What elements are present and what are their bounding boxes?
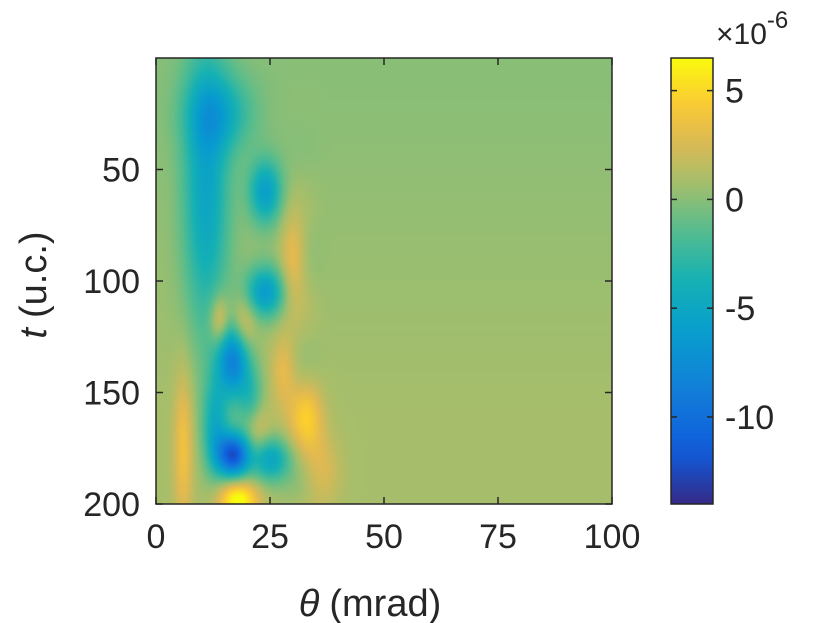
x-axis-ticks: 0 25 50 75 100 <box>147 58 641 556</box>
x-tick-label: 100 <box>584 518 641 556</box>
y-axis-ticks: 50 100 150 200 <box>83 152 612 524</box>
colorbar-tick-label: -5 <box>725 290 755 328</box>
x-tick-label: 25 <box>251 518 289 556</box>
colorbar-frame <box>670 57 714 505</box>
y-tick-label: 200 <box>83 486 140 524</box>
colorbar-exponent-power: -6 <box>767 7 788 34</box>
colorbar-exponent: ×10-6 <box>716 7 788 51</box>
x-axis-label: θ (mrad) <box>299 583 442 623</box>
colorbar-exponent-base: ×10 <box>716 18 767 51</box>
colorbar: 5 0 -5 -10 ×10-6 <box>670 7 788 505</box>
x-axis-unit: (mrad) <box>329 583 441 623</box>
x-tick-label: 0 <box>147 518 166 556</box>
colorbar-gradient <box>671 58 713 504</box>
x-tick-label: 50 <box>365 518 403 556</box>
y-tick-label: 100 <box>83 263 140 301</box>
colorbar-tick-label: 0 <box>725 181 744 219</box>
colorbar-tick-label: -10 <box>725 399 774 437</box>
heatmap-image <box>156 58 612 504</box>
colorbar-ticks: 5 0 -5 -10 <box>671 73 774 437</box>
y-tick-label: 150 <box>83 375 140 413</box>
y-axis-unit: (u.c.) <box>13 231 55 318</box>
colorbar-tick-label: 5 <box>725 73 744 111</box>
x-tick-label: 75 <box>479 518 517 556</box>
x-axis-symbol: θ <box>299 583 320 623</box>
y-axis-label: t (u.c.) <box>13 231 55 338</box>
y-tick-label: 50 <box>102 152 140 190</box>
plot-area <box>155 57 613 505</box>
y-axis-symbol: t <box>13 327 55 339</box>
